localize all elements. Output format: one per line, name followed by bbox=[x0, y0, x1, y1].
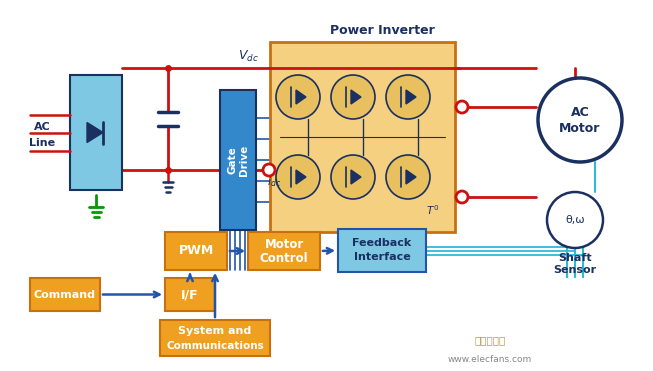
Polygon shape bbox=[351, 90, 361, 104]
Text: Motor: Motor bbox=[560, 121, 601, 135]
Text: AC: AC bbox=[571, 105, 590, 118]
Polygon shape bbox=[87, 122, 103, 142]
Text: Interface: Interface bbox=[354, 253, 410, 263]
Circle shape bbox=[331, 155, 375, 199]
Bar bbox=[70, 75, 122, 190]
Circle shape bbox=[456, 191, 468, 203]
Circle shape bbox=[538, 78, 622, 162]
Text: Communications: Communications bbox=[166, 341, 264, 351]
Circle shape bbox=[276, 155, 320, 199]
Circle shape bbox=[456, 101, 468, 113]
Text: $V_{dc}$: $V_{dc}$ bbox=[238, 49, 259, 63]
Text: Shaft: Shaft bbox=[558, 253, 592, 263]
Text: www.elecfans.com: www.elecfans.com bbox=[448, 355, 532, 364]
Bar bbox=[248, 232, 320, 270]
Bar bbox=[220, 90, 256, 230]
Bar bbox=[165, 232, 227, 270]
Text: Control: Control bbox=[260, 253, 308, 266]
Bar bbox=[30, 278, 100, 311]
Text: Command: Command bbox=[34, 289, 96, 299]
Text: Line: Line bbox=[29, 138, 55, 148]
Circle shape bbox=[276, 75, 320, 119]
Polygon shape bbox=[351, 170, 361, 184]
Text: I/F: I/F bbox=[181, 288, 199, 301]
Text: Power Inverter: Power Inverter bbox=[330, 23, 435, 36]
Text: Feedback: Feedback bbox=[353, 239, 411, 249]
Circle shape bbox=[263, 164, 275, 176]
Circle shape bbox=[331, 75, 375, 119]
Text: PWM: PWM bbox=[178, 244, 214, 257]
Polygon shape bbox=[406, 170, 416, 184]
Text: Motor: Motor bbox=[264, 239, 304, 252]
Polygon shape bbox=[296, 90, 306, 104]
Bar bbox=[270, 42, 455, 232]
Circle shape bbox=[386, 75, 430, 119]
Text: Gate
Drive: Gate Drive bbox=[227, 144, 249, 175]
Bar bbox=[160, 320, 270, 356]
Circle shape bbox=[547, 192, 603, 248]
Polygon shape bbox=[296, 170, 306, 184]
Circle shape bbox=[386, 155, 430, 199]
Bar bbox=[338, 229, 426, 272]
Text: $T^0$: $T^0$ bbox=[426, 203, 439, 217]
Bar bbox=[165, 278, 215, 311]
Polygon shape bbox=[406, 90, 416, 104]
Text: Sensor: Sensor bbox=[554, 265, 597, 275]
Text: 电子发烧友: 电子发烧友 bbox=[474, 335, 505, 345]
Text: System and: System and bbox=[178, 326, 251, 336]
Text: AC: AC bbox=[33, 122, 50, 132]
Text: θ,ω: θ,ω bbox=[565, 215, 585, 225]
Text: $i_{dc}$: $i_{dc}$ bbox=[267, 175, 281, 189]
